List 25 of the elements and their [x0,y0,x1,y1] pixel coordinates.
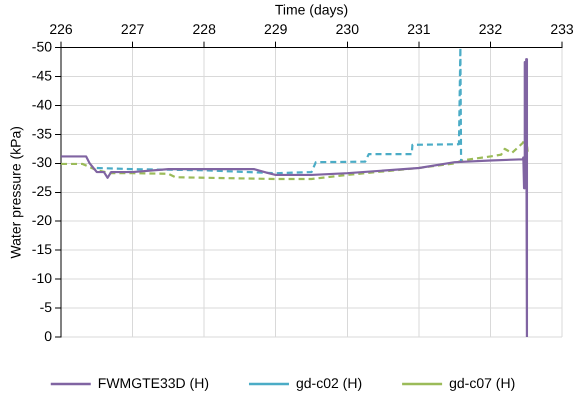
y-tick-label: -35 [32,125,52,142]
y-tick-label: -45 [32,67,52,84]
x-tick-label: 227 [120,21,144,38]
y-tick-label: -40 [32,96,52,112]
y-axis-title: Water pressure (kPa) [7,126,24,259]
legend-label: gd-c07 (H) [449,374,516,391]
x-tick-label: 233 [550,21,574,38]
y-tick-label: 0 [44,328,52,344]
legend-label: gd-c02 (H) [296,374,362,391]
x-tick-label: 230 [336,21,360,38]
y-tick-label: -5 [40,298,52,315]
x-tick-label: 226 [49,21,73,38]
legend-label: FWMGTE33D (H) [98,374,209,391]
y-tick-label: -20 [32,212,52,228]
y-tick-label: -10 [32,270,52,286]
y-tick-label: -15 [32,241,52,258]
x-tick-label: 232 [478,21,502,38]
x-axis-title: Time (days) [274,1,348,18]
x-tick-label: 229 [264,21,288,38]
x-tick-label: 228 [192,21,216,38]
y-tick-label: -25 [32,183,52,200]
line-series [96,48,462,174]
y-tick-label: -30 [32,154,52,170]
x-tick-label: 231 [407,21,431,38]
y-tick-label: -50 [32,38,52,54]
